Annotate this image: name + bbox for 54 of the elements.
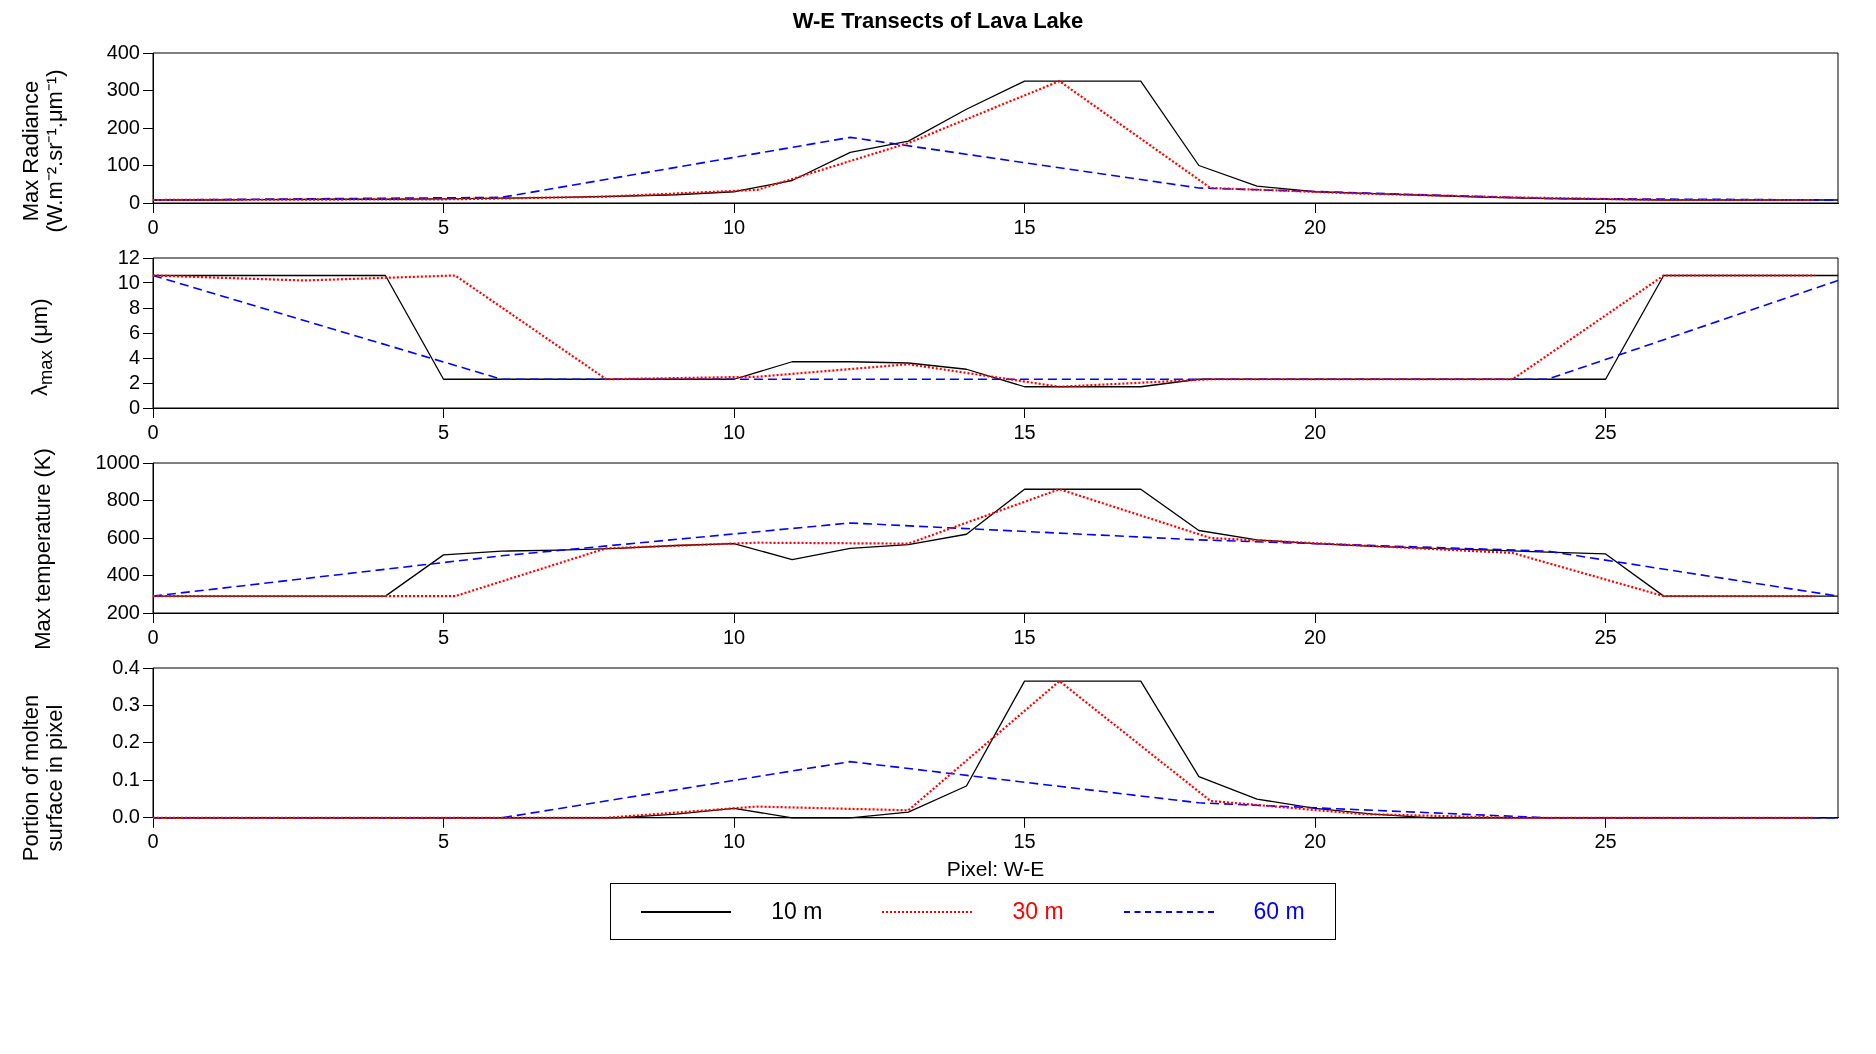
y-tick-label: 200 (106, 115, 140, 138)
y-axis-title: Max Radiance (W.m⁻².sr⁻¹.μm⁻¹) (18, 68, 67, 233)
x-tick-label: 15 (1013, 830, 1036, 853)
x-tick-label: 5 (437, 215, 450, 238)
x-tick-label: 0 (147, 830, 159, 853)
y-tick-label: 400 (106, 40, 140, 63)
y-tick-label: 8 (128, 295, 140, 318)
y-tick-label: 0.0 (112, 805, 140, 828)
y-tick-label: 0 (128, 395, 140, 418)
y-tick-label: 600 (106, 525, 140, 548)
x-tick-label: 25 (1594, 215, 1617, 238)
legend-label: 30 m (1012, 898, 1064, 925)
y-tick-label: 10 (117, 270, 140, 293)
legend-label: 10 m (771, 898, 823, 925)
y-tick-label: 0.2 (112, 730, 140, 753)
x-tick-label: 20 (1303, 830, 1327, 853)
x-tick-label: 5 (437, 625, 450, 648)
x-tick-label: 25 (1594, 830, 1617, 853)
legend-label: 60 m (1253, 898, 1305, 925)
y-tick-label: 0.4 (112, 655, 140, 678)
y-tick-label: 4 (128, 345, 140, 368)
x-tick-label: 20 (1303, 625, 1327, 648)
x-tick-label: 5 (437, 830, 450, 853)
x-tick-label: 15 (1013, 215, 1036, 238)
y-tick-label: 0.3 (112, 692, 140, 715)
y-tick-label: 6 (128, 320, 140, 343)
x-tick-label: 0 (147, 625, 159, 648)
x-tick-label: 10 (722, 830, 746, 853)
x-tick-label: 15 (1013, 625, 1036, 648)
x-tick-label: 25 (1594, 420, 1617, 443)
y-tick-label: 800 (106, 488, 140, 511)
y-axis-title: Portion of molten surface in pixel (18, 694, 67, 862)
chart-title: W-E Transects of Lava Lake (791, 8, 1085, 34)
y-tick-label: 100 (106, 153, 140, 176)
y-tick-label: 300 (106, 78, 140, 101)
x-tick-label: 15 (1013, 420, 1036, 443)
x-tick-label: 0 (147, 215, 159, 238)
x-tick-label: 10 (722, 625, 746, 648)
y-axis-title: Max temperature (K) (30, 447, 55, 650)
y-tick-label: 2 (128, 370, 140, 393)
x-tick-label: 5 (437, 420, 450, 443)
y-tick-label: 400 (106, 563, 140, 586)
y-tick-label: 200 (106, 600, 140, 623)
y-tick-label: 1000 (95, 450, 140, 473)
x-tick-label: 25 (1594, 625, 1617, 648)
y-tick-label: 0.1 (112, 767, 140, 790)
x-tick-label: 10 (722, 215, 746, 238)
y-tick-label: 0 (128, 190, 140, 213)
x-tick-label: 0 (147, 420, 159, 443)
x-axis-title: Pixel: W-E (946, 857, 1045, 881)
x-tick-label: 10 (722, 420, 746, 443)
x-tick-label: 20 (1303, 215, 1327, 238)
y-tick-label: 12 (117, 245, 140, 268)
x-tick-label: 20 (1303, 420, 1327, 443)
